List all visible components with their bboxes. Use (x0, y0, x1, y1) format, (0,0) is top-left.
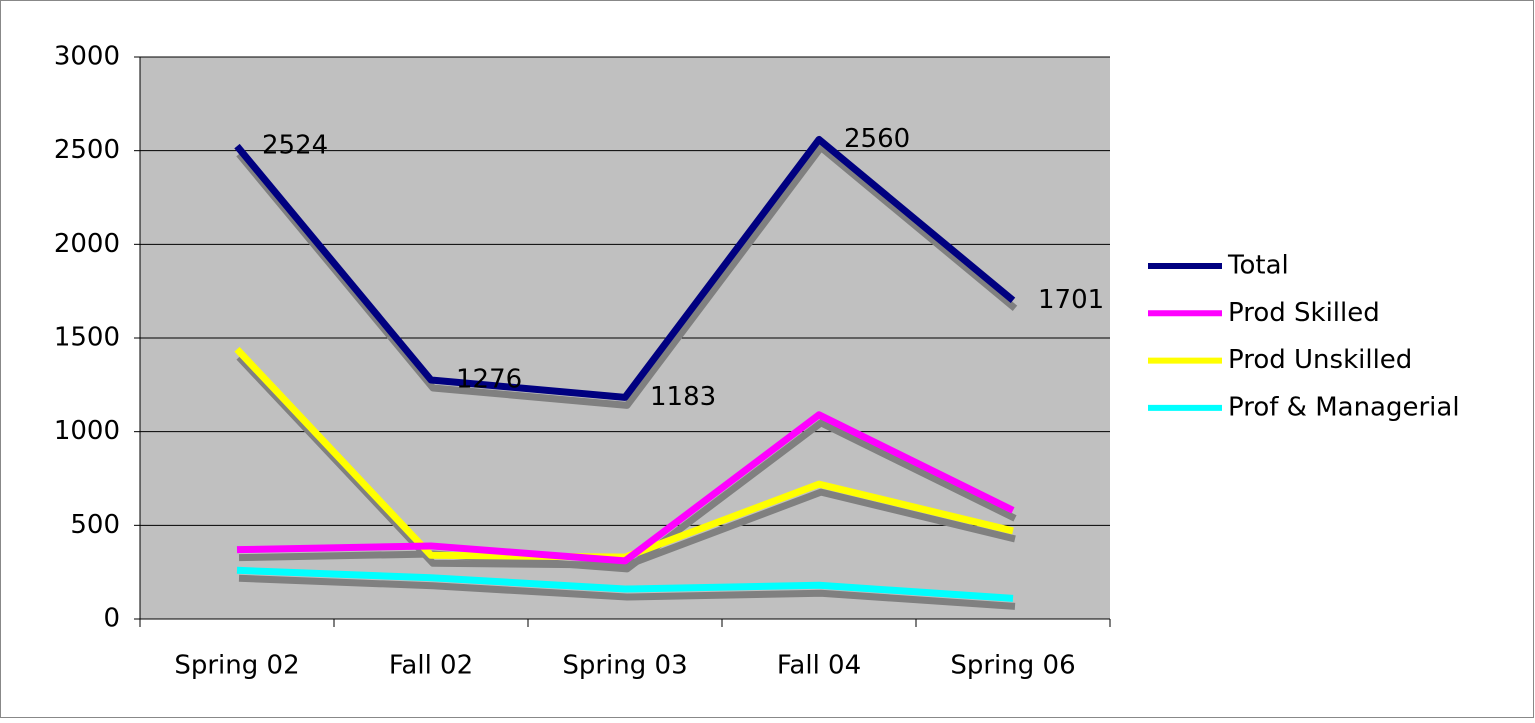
legend-label: Prod Unskilled (1228, 345, 1412, 375)
legend-label: Prod Skilled (1228, 298, 1380, 328)
y-tick-label: 1500 (54, 323, 120, 353)
line-shadow (236, 354, 1016, 569)
y-tick-label: 0 (103, 604, 120, 634)
legend-label: Total (1227, 251, 1289, 281)
x-tick-label: Fall 02 (389, 651, 473, 681)
x-tick-label: Fall 04 (777, 651, 861, 681)
y-tick-label: 3000 (54, 42, 120, 72)
data-label: 1183 (650, 382, 716, 412)
data-label: 1701 (1038, 285, 1104, 315)
y-tick-label: 500 (70, 510, 120, 540)
legend-label: Prof & Managerial (1228, 392, 1460, 422)
y-tick-label: 1000 (54, 416, 120, 446)
y-tick-label: 2500 (54, 135, 120, 165)
data-label: 1276 (456, 364, 522, 394)
series-line (234, 135, 1016, 401)
data-label: 2560 (844, 124, 910, 154)
line-shadow (238, 419, 1017, 573)
series-line (236, 566, 1014, 602)
y-tick-label: 2000 (54, 229, 120, 259)
x-tick-label: Spring 06 (950, 651, 1075, 681)
line-shadow (238, 574, 1016, 610)
data-label: 2524 (262, 131, 328, 161)
line-shadow (236, 143, 1018, 409)
series-line (236, 411, 1015, 565)
x-tick-label: Spring 02 (174, 651, 299, 681)
x-tick-label: Spring 03 (562, 651, 687, 681)
